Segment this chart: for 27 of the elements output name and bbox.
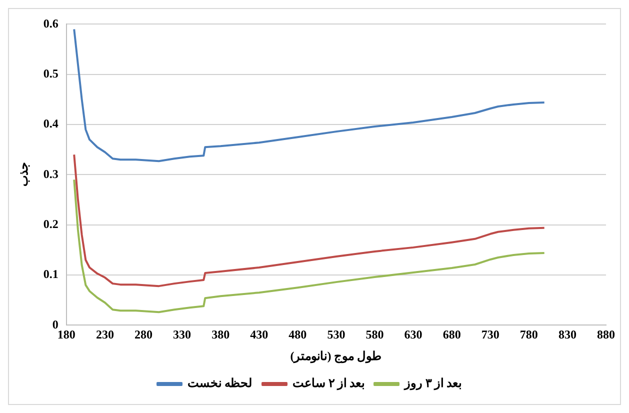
y-tick-label: 0.5: [43, 66, 58, 80]
legend-label: لحظه نخست: [188, 376, 252, 390]
x-axis-title: طول موج (نانومتر): [290, 348, 382, 364]
x-tick-label: 430: [250, 327, 268, 342]
x-tick-label: 180: [57, 327, 76, 342]
y-tick-label: 0.1: [43, 267, 58, 282]
y-tick-label: 0.6: [43, 16, 58, 30]
y-axis-title: جذب: [16, 162, 30, 187]
x-tick-label: 680: [442, 327, 461, 342]
x-tick-label: 880: [597, 327, 615, 342]
x-tick-label: 330: [173, 327, 192, 342]
x-tick-label: 380: [212, 327, 230, 342]
y-tick-label: 0: [52, 317, 58, 332]
y-tick-label: 0.2: [43, 216, 58, 231]
x-tick-label: 730: [481, 327, 500, 342]
x-tick-label: 280: [134, 327, 152, 342]
x-tick-label: 780: [520, 327, 538, 342]
legend-label: بعد از ۳ روز: [404, 376, 462, 392]
y-tick-label: 0.3: [43, 166, 58, 181]
x-tick-label: 830: [558, 327, 576, 342]
legend-label: بعد از ۲ ساعت: [292, 376, 364, 392]
x-tick-label: 630: [404, 327, 422, 342]
x-tick-label: 480: [288, 327, 307, 342]
x-tick-label: 580: [366, 327, 384, 342]
y-tick-label: 0.4: [43, 116, 58, 131]
x-tick-label: 530: [327, 327, 346, 342]
x-tick-label: 230: [96, 327, 114, 342]
